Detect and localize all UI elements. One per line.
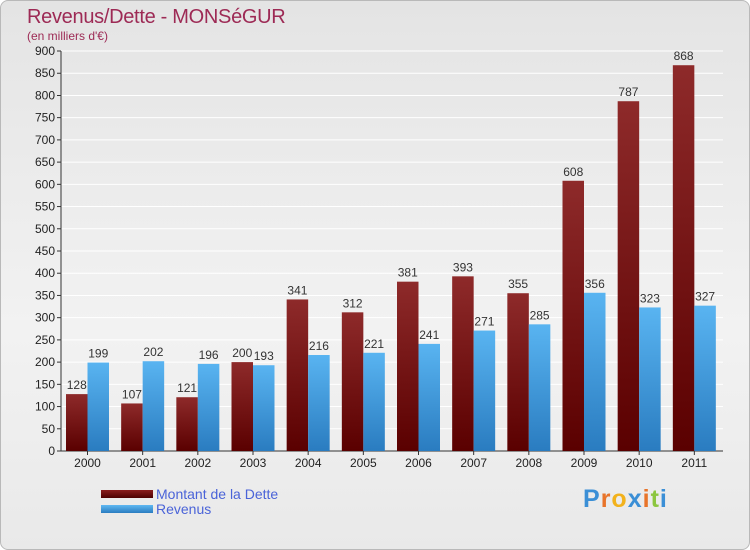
x-tick-label: 2001 xyxy=(129,456,156,470)
y-tick-label: 200 xyxy=(35,355,55,369)
y-tick-label: 400 xyxy=(35,266,55,280)
value-label: 285 xyxy=(530,308,550,322)
y-tick-label: 550 xyxy=(35,200,55,214)
bar-revenus-2008 xyxy=(528,324,551,451)
legend-swatch-debt xyxy=(101,490,153,498)
x-tick-label: 2005 xyxy=(350,456,377,470)
x-tick-label: 2006 xyxy=(405,456,432,470)
bar-dette-2006 xyxy=(397,281,419,451)
bar-revenus-2002 xyxy=(197,363,220,451)
bar-dette-2007 xyxy=(452,276,474,451)
legend-swatch-revenus xyxy=(101,505,153,513)
value-label: 128 xyxy=(67,378,87,392)
legend-label-debt: Montant de la Dette xyxy=(156,486,279,502)
bar-dette-2000 xyxy=(66,394,88,451)
x-tick-label: 2000 xyxy=(74,456,101,470)
y-tick-label: 600 xyxy=(35,177,55,191)
bar-dette-2003 xyxy=(231,362,253,451)
x-tick-label: 2010 xyxy=(626,456,653,470)
bar-revenus-2009 xyxy=(584,292,606,451)
value-label: 241 xyxy=(419,328,439,342)
y-tick-label: 500 xyxy=(35,222,55,236)
logo-letter: o xyxy=(611,485,628,513)
logo-letter: t xyxy=(650,485,660,513)
bar-revenus-2011 xyxy=(694,305,716,451)
y-tick-label: 800 xyxy=(35,88,55,102)
bar-revenus-2001 xyxy=(142,361,165,451)
bars-layer xyxy=(66,65,716,451)
value-label: 381 xyxy=(398,266,418,280)
logo-letter: i xyxy=(659,485,668,513)
chart-unit-label: (en milliers d'€) xyxy=(27,29,108,43)
x-tick-label: 2009 xyxy=(571,456,598,470)
value-label: 216 xyxy=(309,339,329,353)
value-label: 193 xyxy=(254,349,274,363)
value-label: 199 xyxy=(88,347,108,361)
value-label: 355 xyxy=(508,277,528,291)
y-tick-label: 850 xyxy=(35,66,55,80)
bar-dette-2005 xyxy=(341,312,364,451)
value-label: 312 xyxy=(343,296,363,310)
value-label: 356 xyxy=(585,277,605,291)
y-tick-label: 700 xyxy=(35,133,55,147)
value-label: 787 xyxy=(618,85,638,99)
x-tick-label: 2011 xyxy=(681,456,707,470)
bar-revenus-2004 xyxy=(308,355,330,451)
logo-letter: x xyxy=(627,485,643,513)
y-tick-label: 250 xyxy=(35,333,55,347)
y-tick-label: 450 xyxy=(35,244,55,258)
value-label: 271 xyxy=(474,315,494,329)
value-label: 196 xyxy=(199,348,219,362)
y-tick-label: 0 xyxy=(48,444,55,458)
x-tick-label: 2003 xyxy=(240,456,267,470)
bar-revenus-2010 xyxy=(639,307,661,451)
value-label: 393 xyxy=(453,260,473,274)
x-tick-label: 2008 xyxy=(515,456,542,470)
value-label: 107 xyxy=(122,387,142,401)
x-tick-label: 2007 xyxy=(460,456,487,470)
y-tick-label: 650 xyxy=(35,155,55,169)
grid-layer xyxy=(57,50,723,455)
y-tick-label: 150 xyxy=(35,377,55,391)
x-tick-label: 2002 xyxy=(184,456,211,470)
value-label: 121 xyxy=(177,381,197,395)
bar-dette-2009 xyxy=(562,180,584,451)
logo-letter: i xyxy=(642,485,651,513)
bar-dette-2011 xyxy=(672,65,695,451)
bar-dette-2008 xyxy=(507,293,529,451)
y-tick-label: 300 xyxy=(35,311,55,325)
chart-title: Revenus/Dette - MONSéGUR xyxy=(27,6,286,28)
bar-dette-2010 xyxy=(617,101,640,451)
bar-revenus-2003 xyxy=(253,365,275,451)
bar-dette-2001 xyxy=(121,403,143,451)
proxiti-logo: Proxiti xyxy=(583,485,668,514)
bar-revenus-2007 xyxy=(473,330,496,451)
y-tick-label: 100 xyxy=(35,400,55,414)
value-label: 202 xyxy=(143,345,163,359)
value-label: 608 xyxy=(563,165,583,179)
y-tick-label: 350 xyxy=(35,288,55,302)
legend-label-revenus: Revenus xyxy=(156,501,212,517)
bar-dette-2004 xyxy=(286,299,309,451)
x-tick-label: 2004 xyxy=(295,456,322,470)
bar-dette-2002 xyxy=(176,397,198,451)
value-label: 323 xyxy=(640,291,660,305)
value-label: 327 xyxy=(695,290,715,304)
value-label: 341 xyxy=(287,283,307,297)
logo-letter: r xyxy=(600,485,612,513)
logo-letter: P xyxy=(583,485,601,513)
value-label: 221 xyxy=(364,337,384,351)
y-tick-label: 50 xyxy=(42,422,56,436)
y-tick-label: 750 xyxy=(35,111,55,125)
bar-revenus-2006 xyxy=(418,343,440,451)
bar-revenus-2000 xyxy=(87,362,109,451)
bar-revenus-2005 xyxy=(363,352,385,451)
value-label: 200 xyxy=(232,346,252,360)
labels-layer: 0 50 100 150 200 250 300 350 400 450 500 550 600 650 7… xyxy=(35,44,715,470)
y-tick-label: 900 xyxy=(35,44,55,58)
value-label: 868 xyxy=(674,49,694,63)
